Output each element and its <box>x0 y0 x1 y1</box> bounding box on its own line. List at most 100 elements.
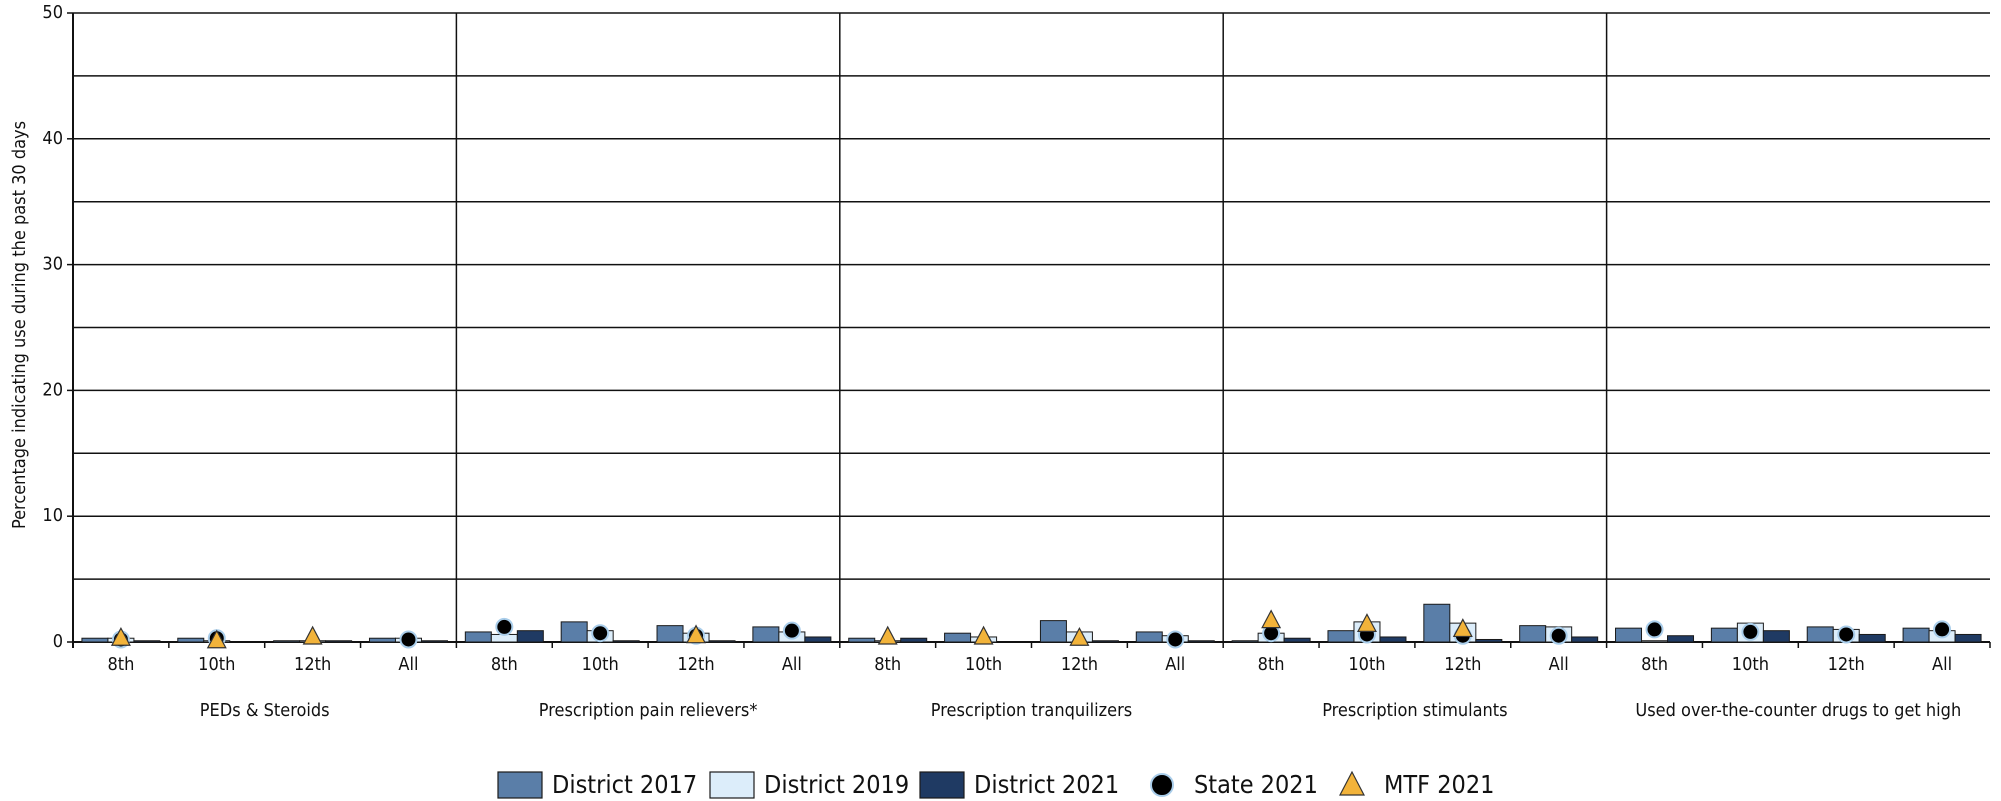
legend-swatch <box>1150 773 1174 797</box>
bar <box>464 631 492 643</box>
bar <box>1667 635 1695 643</box>
x-tick-label: All <box>398 654 418 675</box>
mtf-marker <box>877 625 898 645</box>
bar <box>1762 630 1790 643</box>
x-tick-label: 10th <box>1348 654 1385 675</box>
bar <box>1641 640 1669 643</box>
group-label: Prescription pain relievers* <box>539 700 758 721</box>
legend-label: District 2019 <box>764 770 909 799</box>
bar <box>1710 627 1738 643</box>
bar <box>1806 626 1834 643</box>
state-marker <box>1837 625 1856 644</box>
bar <box>1327 630 1355 643</box>
state-marker <box>495 617 514 636</box>
x-tick-label: All <box>1549 654 1569 675</box>
bar <box>81 637 109 643</box>
state-marker <box>1645 620 1664 639</box>
bar <box>900 637 928 643</box>
bar <box>1858 633 1886 643</box>
legend-label: MTF 2021 <box>1384 770 1494 799</box>
legend-swatch <box>1339 770 1365 796</box>
bar <box>1231 640 1259 643</box>
x-tick-label: 8th <box>107 654 134 675</box>
x-tick-label: 10th <box>1732 654 1769 675</box>
bar <box>1187 640 1215 643</box>
state-marker <box>1933 620 1952 639</box>
legend-swatch <box>497 771 543 799</box>
x-tick-label: 8th <box>1258 654 1285 675</box>
bar <box>656 625 684 643</box>
state-marker <box>1166 630 1185 649</box>
x-tick-label: All <box>1932 654 1952 675</box>
bar <box>1091 640 1119 643</box>
bar <box>273 640 301 643</box>
mtf-marker <box>1069 626 1090 646</box>
bar <box>133 640 161 643</box>
mtf-marker <box>206 629 227 649</box>
bar <box>1423 603 1451 643</box>
state-marker <box>782 621 801 640</box>
mtf-marker <box>1452 618 1473 638</box>
bar <box>1902 627 1930 643</box>
x-tick-label: 12th <box>1061 654 1098 675</box>
bar <box>368 637 396 643</box>
mtf-marker <box>686 624 707 644</box>
y-tick-label: 30 <box>42 254 63 275</box>
group-label: Prescription tranquilizers <box>931 700 1132 721</box>
state-marker <box>1549 626 1568 645</box>
x-tick-label: 8th <box>491 654 518 675</box>
legend-label: District 2021 <box>974 770 1119 799</box>
x-tick-label: 8th <box>874 654 901 675</box>
legend-swatch <box>919 771 965 799</box>
bar <box>560 621 588 643</box>
bar <box>804 636 832 643</box>
bar <box>516 630 544 643</box>
bar <box>752 626 780 643</box>
bar <box>944 632 972 643</box>
bar <box>177 637 205 643</box>
bar <box>325 640 353 643</box>
group-label: PEDs & Steroids <box>200 700 330 721</box>
bar <box>1615 627 1643 643</box>
mtf-marker <box>1261 609 1282 629</box>
y-tick-label: 40 <box>42 128 63 149</box>
group-label: Prescription stimulants <box>1322 700 1507 721</box>
legend-label: State 2021 <box>1194 770 1318 799</box>
bar <box>1954 633 1982 643</box>
x-tick-label: 10th <box>198 654 235 675</box>
y-tick-label: 50 <box>42 2 63 23</box>
bar <box>1519 625 1547 643</box>
state-marker <box>1741 622 1760 641</box>
bar <box>708 640 736 643</box>
mtf-marker <box>110 626 131 646</box>
bar <box>420 640 448 643</box>
bar <box>1475 638 1503 643</box>
bar <box>1135 631 1163 643</box>
x-tick-label: 10th <box>582 654 619 675</box>
mtf-marker <box>973 625 994 645</box>
legend-label: District 2017 <box>552 770 697 799</box>
x-tick-label: All <box>782 654 802 675</box>
state-marker <box>399 630 418 649</box>
legend: District 2017 District 2019 District 2021 S… <box>497 770 1494 799</box>
mtf-marker <box>302 625 323 645</box>
bar <box>1379 636 1407 643</box>
x-tick-label: 8th <box>1641 654 1668 675</box>
bar <box>612 640 640 643</box>
bar <box>1283 637 1311 643</box>
bar <box>1571 636 1599 643</box>
legend-swatch <box>709 771 755 799</box>
y-tick-label: 10 <box>42 505 63 526</box>
x-tick-label: 12th <box>1828 654 1865 675</box>
bar <box>848 637 876 643</box>
x-tick-label: All <box>1165 654 1185 675</box>
mtf-marker <box>1356 613 1377 632</box>
state-marker <box>591 624 610 643</box>
bar <box>1039 620 1067 643</box>
x-tick-label: 12th <box>677 654 714 675</box>
y-axis-label: Percentage indicating use during the pas… <box>9 121 30 529</box>
x-tick-label: 12th <box>1444 654 1481 675</box>
x-tick-label: 10th <box>965 654 1002 675</box>
y-tick-label: 0 <box>53 631 63 652</box>
